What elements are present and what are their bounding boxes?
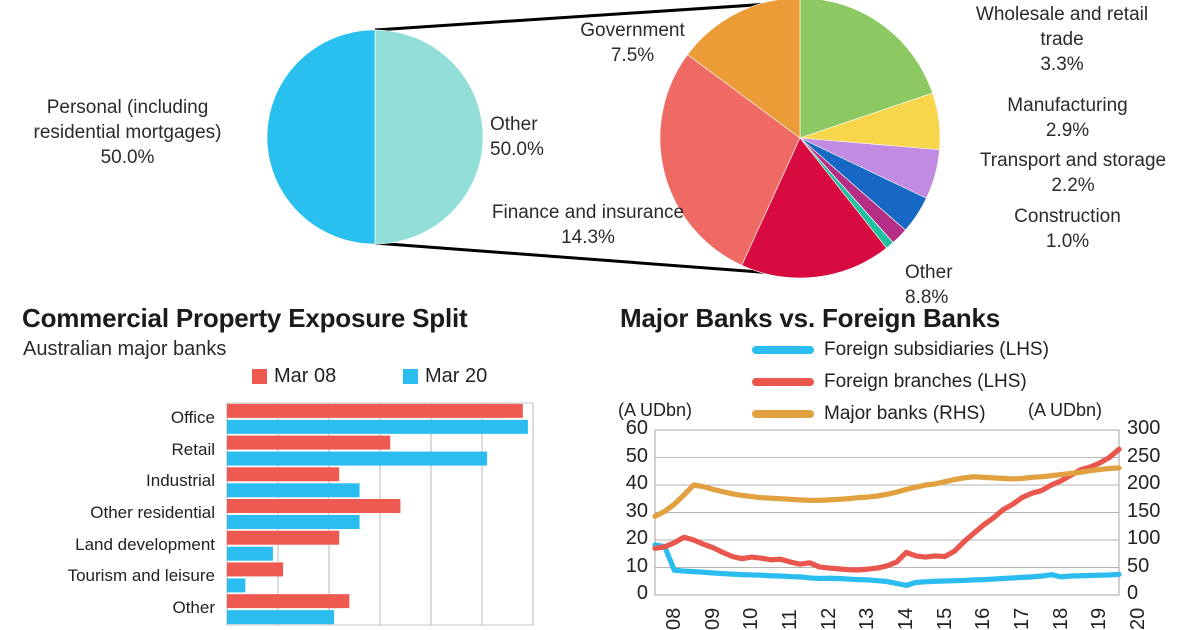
line-ytick-0: 0	[636, 582, 648, 604]
line-xtick-13: 13	[856, 607, 879, 630]
bar-category-label-retail: Retail	[171, 439, 215, 459]
pie-label-other-left: Other 50.0%	[490, 114, 544, 160]
line-series-1[interactable]	[652, 446, 1122, 573]
bar-mar20-tourism-and-leisure[interactable]	[227, 578, 246, 593]
right-pie-slice-0[interactable]	[799, 0, 933, 139]
bar-mar20-land-development[interactable]	[227, 546, 273, 561]
bar-mar08-land-development[interactable]	[227, 530, 340, 545]
bar-mar20-retail[interactable]	[227, 451, 488, 466]
bar-mar20-industrial[interactable]	[227, 483, 360, 498]
line-ytick-30: 30	[625, 499, 648, 522]
bar-chart-subtitle: Australian major banks	[23, 338, 227, 360]
pie-label-manufacturing: Manufacturing 2.9%	[1007, 95, 1128, 141]
commercial-property-bar-chart: Commercial Property Exposure Split Austr…	[0, 295, 600, 630]
line-ytick-50: 50	[625, 444, 648, 467]
bar-category-label-tourism-and-leisure: Tourism and leisure	[67, 566, 215, 586]
line-y2tick-0: 0	[1127, 582, 1139, 604]
left-pie-slice-0[interactable]	[374, 29, 484, 245]
bar-mar08-office[interactable]	[227, 403, 523, 418]
bar-mar08-tourism-and-leisure[interactable]	[227, 562, 284, 577]
line-plot-svg	[652, 429, 1122, 596]
line-chart-title: Major Banks vs. Foreign Banks	[620, 303, 1000, 333]
bar-category-label-industrial: Industrial	[146, 471, 215, 491]
legend-label-mar08: Mar 08	[274, 365, 337, 387]
legend-label-subsidiaries: Foreign subsidiaries (LHS)	[824, 339, 1049, 360]
line-y2tick-300: 300	[1127, 417, 1161, 439]
line-xtick-17: 17	[1011, 607, 1033, 630]
left-pie-slices	[266, 29, 484, 245]
line-ytick-10: 10	[625, 554, 648, 577]
pie-label-personal: Personal (including residential mortgage…	[33, 97, 222, 168]
line-ytick-20: 20	[625, 527, 648, 549]
right-axis-unit: (A UDbn)	[1028, 400, 1103, 420]
line-xtick-11: 11	[779, 609, 801, 630]
line-y2tick-250: 250	[1127, 444, 1161, 467]
bar-legend-item-mar08[interactable]: Mar 08	[252, 365, 336, 388]
line-xtick-16: 16	[972, 607, 995, 630]
line-legend-item-subsidiaries[interactable]: Foreign subsidiaries (LHS)	[752, 339, 1049, 361]
line-xtick-20: 20	[1127, 607, 1149, 630]
bar-mar08-other[interactable]	[227, 594, 350, 609]
line-xtick-18: 18	[1049, 607, 1072, 630]
line-y2tick-200: 200	[1127, 472, 1161, 494]
line-xtick-12: 12	[817, 607, 840, 630]
line-y2tick-150: 150	[1127, 499, 1161, 522]
pie-callout-lines	[374, 0, 801, 277]
line-y2tick-50: 50	[1127, 554, 1150, 577]
line-xtick-09: 09	[701, 607, 724, 630]
pie-label-government: Government 7.5%	[580, 20, 685, 66]
legend-label-mar20: Mar 20	[425, 365, 488, 387]
legend-swatch-mar08	[252, 369, 267, 384]
line-legend-item-branches[interactable]: Foreign branches (LHS)	[752, 371, 1027, 393]
line-xtick-19: 19	[1088, 607, 1111, 630]
bar-mar20-other-residential[interactable]	[227, 515, 360, 529]
right-pie-slices	[659, 0, 941, 279]
bar-category-labels: Office Retail Industrial Other residential L…	[0, 400, 600, 626]
line-xtick-10: 10	[740, 607, 763, 630]
bar-chart-title: Commercial Property Exposure Split	[22, 303, 468, 333]
pie-label-transport: Transport and storage 2.2%	[979, 150, 1167, 196]
legend-line-major	[752, 410, 814, 418]
bar-mar20-office[interactable]	[227, 419, 528, 434]
bar-category-label-land-development: Land development	[75, 534, 215, 554]
line-series-2[interactable]	[652, 465, 1122, 519]
pie-label-finance: Finance and insurance 14.3%	[491, 202, 685, 248]
exposure-pie-panel: Personal (including residential mortgage…	[0, 0, 1200, 308]
major-vs-foreign-banks-line-chart: Major Banks vs. Foreign Banks Foreign su…	[600, 295, 1200, 630]
right-pie-slice-7[interactable]	[659, 54, 801, 266]
legend-label-major: Major banks (RHS)	[824, 403, 986, 424]
legend-line-subsidiaries	[752, 346, 814, 354]
line-ytick-40: 40	[625, 472, 648, 494]
legend-line-branches	[752, 378, 814, 386]
bar-mar08-retail[interactable]	[227, 435, 391, 450]
line-xtick-14: 14	[895, 607, 917, 630]
bar-category-label-other-residential: Other residential	[90, 503, 215, 522]
bar-mar08-industrial[interactable]	[227, 467, 340, 482]
bar-category-label-office: Office	[170, 407, 215, 427]
pie-chart-svg	[266, 0, 941, 279]
line-legend-item-major[interactable]: Major banks (RHS)	[752, 403, 986, 425]
bar-mar08-other-residential[interactable]	[227, 499, 401, 513]
pie-label-construction: Construction 1.0%	[1014, 206, 1121, 252]
left-axis-unit: (A UDbn)	[618, 400, 693, 420]
line-ytick-60: 60	[625, 417, 648, 439]
pie-label-other-right: Other 8.8%	[905, 262, 953, 308]
line-series-0[interactable]	[652, 542, 1122, 588]
bar-mar20-other[interactable]	[227, 610, 335, 625]
legend-swatch-mar20	[403, 369, 418, 384]
bar-legend-item-mar20[interactable]: Mar 20	[403, 365, 487, 388]
pie-label-wholesale: Wholesale and retail trade 3.3%	[975, 4, 1149, 75]
left-pie-slice-1[interactable]	[266, 29, 376, 245]
right-pie-slice-8[interactable]	[687, 0, 801, 139]
line-xtick-15: 15	[933, 607, 956, 630]
legend-label-branches: Foreign branches (LHS)	[824, 371, 1027, 392]
right-pie-slice-6[interactable]	[741, 137, 887, 279]
line-xtick-08: 08	[663, 607, 685, 630]
bar-plot-svg	[226, 402, 534, 626]
bar-category-label-other: Other	[172, 598, 215, 618]
line-y2tick-100: 100	[1127, 527, 1161, 549]
